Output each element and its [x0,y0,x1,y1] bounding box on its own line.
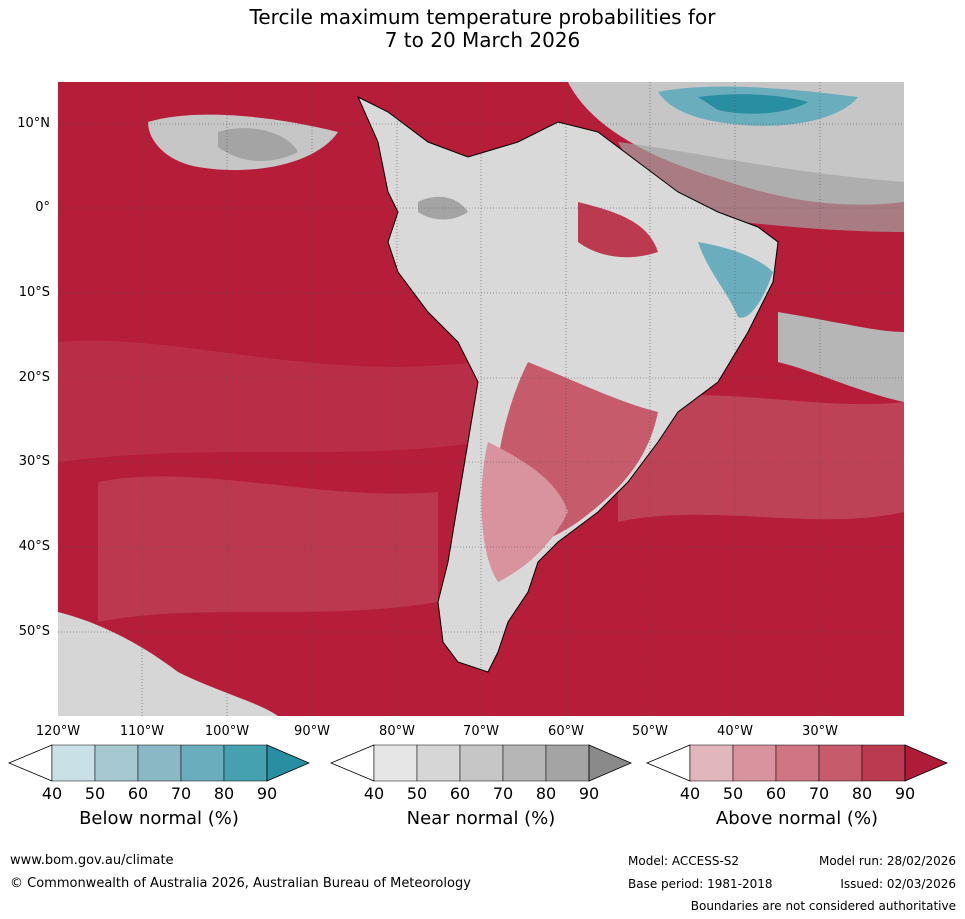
lon-label-50w: 50°W [632,724,668,739]
colorbar-tick: 40 [679,784,701,803]
lat-label-30s: 30°S [18,454,50,469]
southern-near-normal [58,612,278,716]
colorbar-tick: 80 [851,784,873,803]
colorbar-above-normal [646,744,948,782]
lat-label-40s: 40°S [18,539,50,554]
lat-label-10s: 10°S [18,285,50,300]
lat-label-50s: 50°S [18,624,50,639]
colorbar-tick: 70 [808,784,830,803]
title-line-2: 7 to 20 March 2026 [384,28,581,52]
colorbar-tick: 70 [170,784,192,803]
lon-label-110w: 110°W [119,724,165,739]
colorbar-tick: 60 [765,784,787,803]
lon-label-60w: 60°W [548,724,584,739]
colorbar-title-above: Above normal (%) [715,808,879,829]
land-above-normal-north [578,202,658,258]
lon-label-100w: 100°W [204,724,250,739]
map-canvas [58,82,904,716]
lat-label-0: 0° [35,200,50,215]
lat-label-10n: 10°N [17,116,50,131]
ocean-band [98,476,438,622]
lon-label-120w: 120°W [35,724,81,739]
title-line-1: Tercile maximum temperature probabilitie… [249,5,716,29]
copyright-text: © Commonwealth of Australia 2026, Austra… [10,876,471,891]
lon-label-30w: 30°W [802,724,838,739]
lat-label-20s: 20°S [18,370,50,385]
atlantic-below-normal-core [698,94,808,114]
colorbar-tick: 50 [84,784,106,803]
colorbar-title-below: Below normal (%) [79,808,239,829]
probability-map [58,82,904,716]
model-run-label: Model run: 28/02/2026 [818,854,956,868]
lon-label-80w: 80°W [379,724,415,739]
colorbar-tick: 70 [492,784,514,803]
colorbar-tick: 40 [363,784,385,803]
colorbar-tick: 60 [127,784,149,803]
issued-label: Issued: 02/03/2026 [840,877,956,891]
disclaimer-text: Boundaries are not considered authoritat… [690,899,956,913]
colorbar-tick: 90 [256,784,278,803]
lon-label-40w: 40°W [717,724,753,739]
atlantic-grey-band [778,312,904,402]
base-period-label: Base period: 1981-2018 [628,877,773,891]
colorbar-tick: 90 [894,784,916,803]
model-label: Model: ACCESS-S2 [628,854,740,868]
colorbar-near-normal [330,744,632,782]
colorbar-below-normal [8,744,310,782]
website-link[interactable]: www.bom.gov.au/climate [10,853,174,868]
ocean-band [618,394,904,522]
colorbar-tick: 50 [406,784,428,803]
colorbar-tick: 80 [535,784,557,803]
lon-label-90w: 90°W [294,724,330,739]
ocean-band [58,340,478,462]
colorbar-tick: 50 [722,784,744,803]
colorbar-tick: 40 [41,784,63,803]
colorbar-tick: 60 [449,784,471,803]
land-below-normal-east [698,242,773,318]
colorbar-title-near: Near normal (%) [406,808,556,829]
pacific-near-normal-core [218,128,298,162]
lon-label-70w: 70°W [463,724,499,739]
graticule [58,82,904,716]
land-above-normal-centre [481,442,568,582]
colorbar-tick: 80 [213,784,235,803]
colorbar-tick: 90 [578,784,600,803]
